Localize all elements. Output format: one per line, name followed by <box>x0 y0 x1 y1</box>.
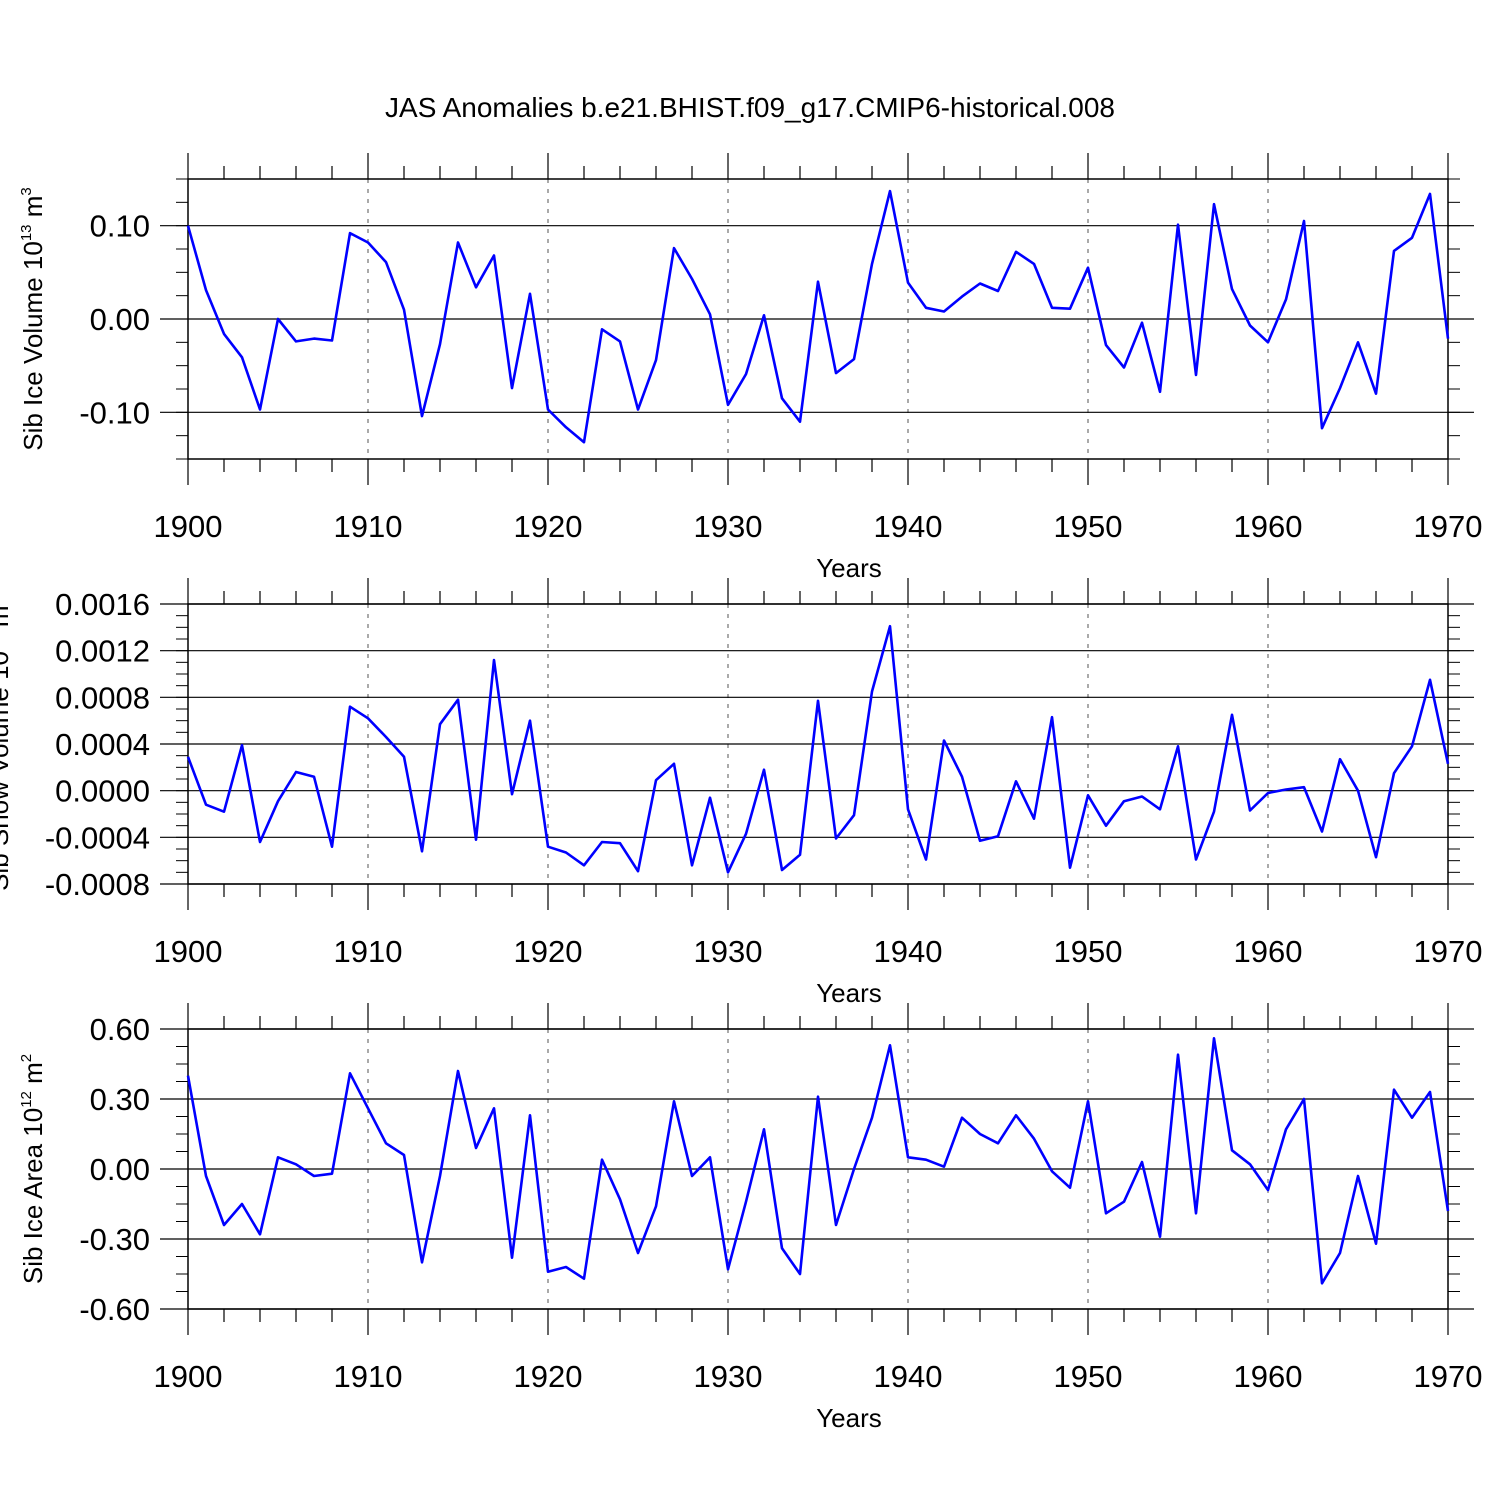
xtick-label: 1940 <box>874 934 943 969</box>
xtick-label: 1950 <box>1054 509 1123 544</box>
ytick-label: -0.10 <box>79 395 150 430</box>
ytick-label: 0.0012 <box>55 634 150 669</box>
ytick-label: 0.0008 <box>55 680 150 715</box>
panel-snow-volume: -0.0008 -0.0004 0.0000 0.0004 0.0008 0.0012 0.… <box>0 578 1482 1008</box>
y-axis-label-part: 13 <box>0 634 1 651</box>
xtick-label: 1970 <box>1414 934 1483 969</box>
y-axis-label-part: 3 <box>18 187 35 195</box>
ytick-label: 0.60 <box>90 1012 150 1047</box>
ytick-label: 0.0004 <box>55 727 150 762</box>
panel-ice-volume: -0.10 0.00 0.10 1900 1910 1920 1930 1940 1950 196… <box>18 153 1482 583</box>
xtick-label: 1960 <box>1234 1359 1303 1394</box>
ytick-label: 0.00 <box>90 1152 150 1187</box>
ytick-label: 0.0016 <box>55 587 150 622</box>
y-axis-label-part: m <box>0 605 14 634</box>
panel-ice-area: -0.60 -0.30 0.00 0.30 0.60 1900 1910 1920 1930 19… <box>18 1003 1482 1433</box>
xtick-label: 1960 <box>1234 934 1303 969</box>
y-axis-label-part: 3 <box>0 597 1 605</box>
xtick-label: 1930 <box>694 934 763 969</box>
y-axis-label: Sib Ice Volume 1013 m3 <box>18 187 48 451</box>
series-line-ice-volume <box>186 189 1450 444</box>
series-line-ice-area <box>186 1037 1450 1285</box>
xtick-label: 1900 <box>154 509 223 544</box>
y-axis-label-part: 12 <box>18 1091 35 1108</box>
x-axis-label: Years <box>816 553 882 583</box>
xtick-label: 1970 <box>1414 509 1483 544</box>
y-axis-label: Sib Snow Volume 1013 m3 <box>0 597 14 891</box>
figure-title: JAS Anomalies b.e21.BHIST.f09_g17.CMIP6-… <box>385 92 1115 123</box>
y-axis-label-part: 2 <box>18 1054 35 1062</box>
ytick-label: -0.30 <box>79 1222 150 1257</box>
ytick-label: -0.0008 <box>45 867 150 902</box>
y-axis-label-part: Sib Ice Volume 10 <box>18 241 48 451</box>
x-axis-label: Years <box>816 1403 882 1433</box>
y-axis-label-part: m <box>18 196 48 225</box>
ytick-label: 0.0000 <box>55 774 150 809</box>
ytick-label: -0.0004 <box>45 820 150 855</box>
series-line-snow-volume <box>186 624 1450 874</box>
xtick-label: 1900 <box>154 1359 223 1394</box>
xtick-label: 1910 <box>334 509 403 544</box>
x-axis-label: Years <box>816 978 882 1008</box>
ytick-label: 0.30 <box>90 1082 150 1117</box>
ytick-label: 0.10 <box>90 209 150 244</box>
y-axis-label: Sib Ice Area 1012 m2 <box>18 1054 48 1284</box>
xtick-label: 1930 <box>694 1359 763 1394</box>
xtick-label: 1950 <box>1054 934 1123 969</box>
xtick-label: 1910 <box>334 1359 403 1394</box>
xtick-label: 1940 <box>874 1359 943 1394</box>
y-axis-label-part: 13 <box>18 224 35 241</box>
xtick-label: 1950 <box>1054 1359 1123 1394</box>
xtick-label: 1940 <box>874 509 943 544</box>
xtick-label: 1920 <box>514 509 583 544</box>
y-axis-label-part: Sib Snow Volume 10 <box>0 651 14 891</box>
xtick-label: 1930 <box>694 509 763 544</box>
xtick-label: 1960 <box>1234 509 1303 544</box>
y-axis-label-part: m <box>18 1062 48 1091</box>
xtick-label: 1920 <box>514 1359 583 1394</box>
y-axis-label-part: Sib Ice Area 10 <box>18 1108 48 1284</box>
xtick-label: 1910 <box>334 934 403 969</box>
xtick-label: 1920 <box>514 934 583 969</box>
xtick-label: 1970 <box>1414 1359 1483 1394</box>
ytick-label: -0.60 <box>79 1292 150 1327</box>
ytick-label: 0.00 <box>90 302 150 337</box>
xtick-label: 1900 <box>154 934 223 969</box>
